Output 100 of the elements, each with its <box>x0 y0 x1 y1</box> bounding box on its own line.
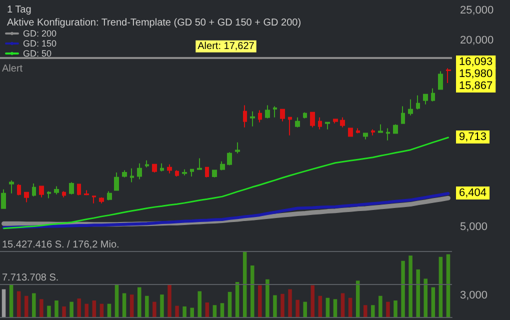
candlestick <box>212 170 217 178</box>
candlestick <box>1 188 6 209</box>
candlestick <box>243 104 247 128</box>
bar <box>378 296 382 317</box>
text: 9,713 <box>459 131 487 143</box>
bar <box>40 299 44 317</box>
bar <box>24 296 28 317</box>
bar <box>70 302 74 317</box>
candlestick <box>265 104 270 119</box>
bar <box>228 292 232 317</box>
bar <box>32 293 36 317</box>
candlestick <box>32 182 36 197</box>
candlestick <box>325 122 330 130</box>
bar <box>348 298 352 317</box>
candlestick <box>258 110 262 123</box>
bar <box>408 256 412 317</box>
candlestick <box>431 88 435 102</box>
bar <box>446 254 450 317</box>
bar <box>122 293 126 317</box>
bar <box>9 284 14 317</box>
candlestick <box>438 70 443 90</box>
bar <box>438 256 443 317</box>
bar <box>333 299 338 317</box>
candlestick <box>303 112 307 119</box>
legend-label: GD: 150 <box>23 38 57 48</box>
candlestick <box>340 116 345 128</box>
bar <box>62 306 66 317</box>
legend-label: GD: 50 <box>23 48 52 58</box>
bar <box>273 295 277 317</box>
candlestick <box>107 190 112 201</box>
bar <box>386 302 390 317</box>
bar <box>340 293 345 317</box>
bar <box>145 296 149 317</box>
candlestick <box>197 158 202 170</box>
text: 16,093 <box>459 56 493 68</box>
candlestick <box>122 170 127 178</box>
bar <box>16 291 21 317</box>
legend-label: GD: 200 <box>23 28 57 38</box>
bar <box>77 298 81 317</box>
bar <box>401 260 405 317</box>
candlestick <box>295 116 300 128</box>
candlestick <box>160 162 164 172</box>
bar <box>280 294 284 317</box>
bar <box>190 308 194 317</box>
candlestick <box>130 168 134 183</box>
bar <box>326 298 330 317</box>
bar <box>363 305 368 317</box>
bar <box>205 302 210 317</box>
candlestick <box>378 124 383 133</box>
bar <box>424 278 428 317</box>
candlestick <box>145 160 149 168</box>
candlestick <box>205 166 209 178</box>
bar <box>114 284 119 317</box>
candlestick <box>84 190 89 196</box>
candlestick <box>371 128 375 136</box>
line-series <box>3 136 449 230</box>
bar <box>310 285 315 317</box>
bar <box>250 265 254 317</box>
bar <box>356 280 360 317</box>
chart-title: 1 Tag <box>7 4 32 16</box>
bar <box>394 300 398 317</box>
bar <box>107 304 112 317</box>
candlestick <box>69 182 74 195</box>
ref-line-label: 15.427.416 S. / 176,2 Mio. <box>2 239 120 250</box>
bar <box>235 282 240 317</box>
candlestick <box>137 162 142 180</box>
candlestick <box>39 186 44 198</box>
candlestick <box>77 184 81 196</box>
candlestick <box>92 196 96 204</box>
bar <box>288 289 292 317</box>
candlestick <box>152 164 157 173</box>
candlestick <box>310 112 315 128</box>
bar <box>303 302 307 317</box>
bar <box>266 279 270 317</box>
candlestick <box>356 128 360 134</box>
annotation: Alert <box>2 64 23 74</box>
bar <box>296 300 300 317</box>
bar <box>258 285 262 317</box>
bar <box>371 305 375 317</box>
candlestick <box>273 106 277 118</box>
bar <box>137 287 142 317</box>
candlestick <box>227 152 232 166</box>
candlestick <box>408 98 413 116</box>
candlestick <box>220 160 225 171</box>
ref-line-label: Alert: 17,627 <box>198 40 255 52</box>
bar <box>84 304 89 317</box>
candlestick <box>62 190 66 198</box>
bar <box>100 304 104 317</box>
bar <box>47 306 51 317</box>
candlestick <box>190 168 194 177</box>
bar <box>160 294 164 317</box>
bar <box>220 303 224 317</box>
bar <box>54 300 58 317</box>
candlestick <box>423 94 428 105</box>
bar <box>92 300 96 317</box>
candlestick <box>250 110 255 127</box>
bar <box>182 306 186 317</box>
bar <box>168 284 172 317</box>
candlestick <box>182 168 187 176</box>
y-tick-label: 20,000 <box>460 34 494 46</box>
